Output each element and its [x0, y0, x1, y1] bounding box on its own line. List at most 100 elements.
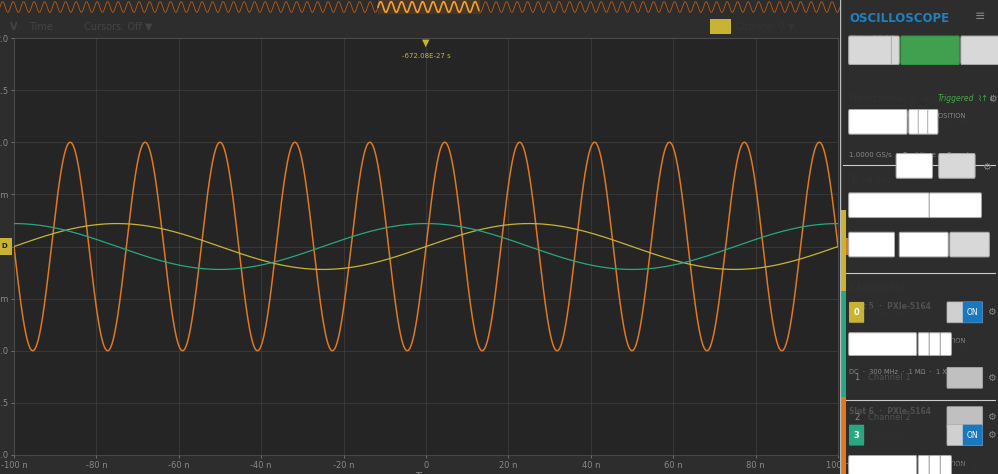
FancyBboxPatch shape: [947, 407, 983, 428]
Bar: [840, 291, 845, 409]
FancyBboxPatch shape: [950, 232, 989, 257]
Text: ▼: ▼: [892, 48, 898, 54]
Text: 3: 3: [853, 431, 859, 439]
Text: RUN/STOP: RUN/STOP: [908, 47, 952, 55]
Text: 1.457 mV: 1.457 mV: [899, 241, 939, 250]
FancyBboxPatch shape: [848, 232, 894, 257]
FancyBboxPatch shape: [901, 36, 959, 64]
Text: ≡: ≡: [975, 10, 985, 23]
Text: MODE: MODE: [930, 197, 950, 203]
Text: ⚙: ⚙: [987, 430, 996, 440]
Text: FORCE: FORCE: [943, 163, 971, 171]
FancyBboxPatch shape: [939, 154, 975, 178]
Text: ▼: ▼: [900, 465, 905, 471]
Text: OFF: OFF: [954, 374, 968, 382]
FancyBboxPatch shape: [929, 456, 940, 474]
Bar: [378, 0, 479, 14]
Text: 0.000 div: 0.000 div: [947, 341, 983, 349]
Text: -672.08E-27 s: -672.08E-27 s: [401, 53, 450, 59]
Text: Slot 6  ·  PXIe-5164: Slot 6 · PXIe-5164: [849, 407, 931, 416]
Text: Cursors: Off ▼: Cursors: Off ▼: [84, 21, 153, 31]
Text: POSITION: POSITION: [935, 113, 966, 119]
Text: SINGLE: SINGLE: [966, 47, 997, 55]
Text: TIME PER DIVISION: TIME PER DIVISION: [849, 113, 911, 119]
FancyBboxPatch shape: [848, 456, 916, 474]
Text: Channels: Channels: [849, 282, 906, 292]
FancyBboxPatch shape: [896, 154, 932, 178]
FancyBboxPatch shape: [918, 109, 928, 134]
Text: D: D: [2, 244, 8, 249]
Text: Edge: Edge: [908, 163, 929, 171]
Text: POSITION: POSITION: [935, 338, 966, 344]
Text: V: V: [10, 21, 18, 31]
Text: 500 mV: 500 mV: [862, 464, 894, 472]
Text: ▼: ▼: [924, 164, 929, 170]
Text: 2: 2: [854, 413, 859, 421]
Text: POSITION: POSITION: [935, 461, 966, 467]
Bar: [840, 397, 845, 474]
Text: SET 50%: SET 50%: [953, 241, 986, 250]
Text: Channel 0 ▼: Channel 0 ▼: [735, 21, 795, 31]
Text: ⚙: ⚙: [987, 412, 996, 422]
Text: ⚙: ⚙: [987, 373, 996, 383]
FancyBboxPatch shape: [961, 36, 998, 64]
Text: ⌇↑↓: ⌇↑↓: [977, 94, 996, 103]
FancyBboxPatch shape: [918, 333, 929, 356]
FancyBboxPatch shape: [848, 36, 893, 64]
Text: ▼: ▼: [422, 38, 430, 48]
FancyBboxPatch shape: [848, 333, 916, 356]
FancyBboxPatch shape: [899, 232, 948, 257]
Text: 20 ns: 20 ns: [857, 118, 880, 127]
Text: VOLTS PER DIVISION: VOLTS PER DIVISION: [849, 338, 916, 344]
Text: OSCILLOSCOPE: OSCILLOSCOPE: [849, 12, 950, 25]
Text: Rising: Rising: [863, 241, 889, 250]
Text: Channel 0: Channel 0: [868, 308, 911, 317]
FancyBboxPatch shape: [940, 333, 951, 356]
Text: 500 mV: 500 mV: [862, 341, 894, 349]
FancyBboxPatch shape: [928, 109, 938, 134]
Bar: [710, 19, 731, 34]
FancyBboxPatch shape: [849, 302, 864, 323]
Text: 0.000 div: 0.000 div: [947, 464, 983, 472]
Text: 0: 0: [853, 308, 859, 317]
Text: ▼: ▼: [973, 203, 978, 209]
Text: ▼: ▼: [895, 120, 900, 126]
Text: DC  ·  300 MHz  ·  1 MΩ  ·  1 X: DC · 300 MHz · 1 MΩ · 1 X: [849, 369, 947, 375]
FancyBboxPatch shape: [940, 456, 951, 474]
Text: PXIe-5164: PXIe-5164: [849, 35, 895, 44]
Bar: [0, 238, 12, 255]
Text: Triggered: Triggered: [938, 94, 974, 103]
Text: Channel 0: Channel 0: [873, 202, 916, 210]
FancyBboxPatch shape: [849, 425, 864, 446]
Text: ON: ON: [967, 308, 978, 317]
FancyBboxPatch shape: [963, 302, 983, 323]
Bar: [840, 238, 854, 255]
Text: LEVEL: LEVEL: [900, 237, 920, 243]
FancyBboxPatch shape: [891, 36, 899, 64]
Text: 1.0000 GS/s  ·  Real time  ·  Sample: 1.0000 GS/s · Real time · Sample: [849, 152, 974, 158]
FancyBboxPatch shape: [929, 333, 940, 356]
Text: ⚙: ⚙: [989, 94, 997, 104]
FancyBboxPatch shape: [947, 367, 983, 388]
Text: OFF: OFF: [954, 413, 968, 421]
Text: SOURCE: SOURCE: [849, 197, 876, 203]
Text: AUTO: AUTO: [856, 47, 880, 55]
Text: Time: Time: [29, 21, 53, 31]
Text: ▼: ▼: [884, 243, 889, 248]
Bar: [840, 210, 845, 304]
FancyBboxPatch shape: [929, 193, 981, 218]
Text: ON: ON: [967, 431, 978, 439]
Text: Auto: Auto: [946, 202, 965, 210]
Text: Trigger: Trigger: [849, 175, 894, 185]
Text: VOLTS PER DIVISION: VOLTS PER DIVISION: [849, 461, 916, 467]
Text: ⚙: ⚙: [982, 162, 991, 172]
Text: ⚙: ⚙: [987, 307, 996, 318]
FancyBboxPatch shape: [963, 425, 983, 446]
FancyBboxPatch shape: [848, 109, 907, 134]
Text: -672.08E-27 s: -672.08E-27 s: [935, 118, 988, 127]
Text: ▼: ▼: [917, 203, 923, 209]
Text: Horizontal & Acq.: Horizontal & Acq.: [849, 94, 946, 104]
Text: 1: 1: [854, 374, 859, 382]
X-axis label: Time: Time: [415, 472, 437, 474]
FancyBboxPatch shape: [918, 456, 929, 474]
